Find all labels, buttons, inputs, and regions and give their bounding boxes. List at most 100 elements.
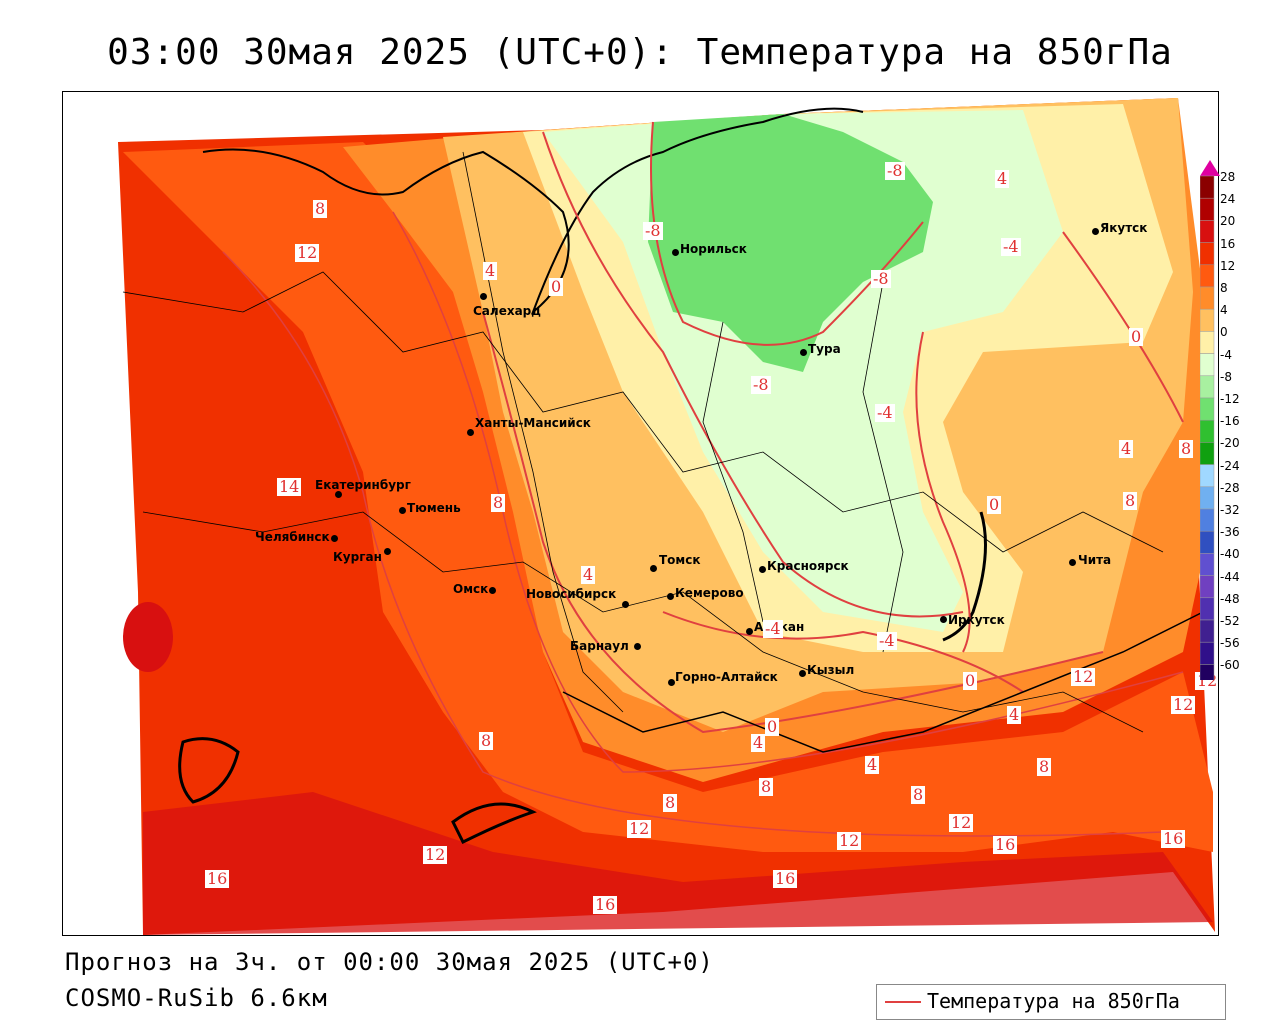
colorbar-swatch [1200,553,1215,576]
colorbar-tick-label: -44 [1220,569,1240,584]
map-title: 03:00 30мая 2025 (UTC+0): Температура на… [107,32,1173,73]
lake-baikal [942,511,987,642]
city-dot [384,548,391,555]
model-name: COSMO-RuSib 6.6км [65,984,328,1012]
colorbar-swatch [1200,619,1215,643]
arctic-coast [202,107,864,316]
isotherm-label: 0 [765,717,780,736]
city-label: Ханты-Мансийск [475,416,591,430]
isotherm-label: 8 [1179,439,1194,458]
colorbar: 28 24 20 16 12 8 4 0 -4 -8 -12 -16 -20 -24 -28 -32 -36 -4… [1200,160,1260,680]
city-label: Кемерово [675,586,744,600]
isotherm-line [915,331,971,653]
caspian-sea [178,737,240,804]
isotherm-label: 4 [1119,439,1134,458]
isotherm-label: 16 [593,895,618,914]
colorbar-tick-label: 8 [1220,281,1228,295]
isotherm-label: 12 [423,845,448,864]
isotherm-label: 4 [995,169,1010,188]
city-label: Норильск [680,242,747,256]
city-dot [1092,228,1099,235]
city-label: Курган [333,550,382,564]
colorbar-tick-label: 12 [1220,258,1236,273]
city-dot [331,535,338,542]
colorbar-swatch [1200,575,1215,599]
temperature-map[interactable]: Норильск Якутск Салехард Тура Ханты-Манс… [62,91,1219,936]
city-dot [759,566,766,573]
isotherm-label: 0 [549,277,564,296]
isotherm-label: 8 [491,493,506,512]
colorbar-tick-label: 16 [1220,236,1236,251]
colorbar-tick-label: 0 [1220,325,1228,340]
isotherm-label: 16 [205,869,230,888]
isotherm-label: 12 [837,831,862,850]
city-label: Салехард [473,304,541,318]
city-dot [467,429,474,436]
isotherm-label: -8 [643,221,663,240]
isotherm-label: 8 [911,785,926,804]
city-label: Красноярск [767,559,849,573]
isotherm-label: 12 [1071,667,1096,686]
city-label: Якутск [1100,221,1148,235]
isotherm-label: 8 [313,199,328,218]
colorbar-swatch [1200,397,1215,421]
zone-16-west [123,602,173,672]
isotherm-label: 0 [987,495,1002,514]
isotherm-line [482,311,1104,734]
city-dot [622,601,629,608]
colorbar-swatch [1200,264,1215,288]
city-label: Кызыл [807,663,855,677]
isotherm-label: 12 [627,819,652,838]
isotherm-label: 16 [993,835,1018,854]
city-label: Тура [808,342,841,356]
colorbar-swatch [1200,486,1215,510]
zone-16-south [143,792,1213,935]
isotherm-label: -8 [871,269,891,288]
map-canvas [118,98,1215,935]
colorbar-tick-label: -16 [1220,414,1240,429]
city-label: Челябинск [255,530,330,544]
border-line [702,321,764,623]
city-label: Барнаул [570,639,629,653]
isotherm-label: 8 [1037,757,1052,776]
isotherm-label: -4 [1001,237,1021,256]
isotherm-label: 16 [1161,829,1186,848]
city-dot [672,249,679,256]
colorbar-swatch [1200,375,1215,399]
border-line [862,281,904,653]
city-label: Новосибирск [526,587,617,601]
city-label: Чита [1078,553,1112,567]
isotherm-line [222,251,1164,837]
colorbar-swatch [1200,442,1215,465]
isotherm-label: 4 [581,565,596,584]
colorbar-tick-label: -48 [1220,591,1240,606]
zone-minus8 [648,114,933,372]
isotherm-label: 16 [773,869,798,888]
border-line [562,611,1204,753]
city-dot [746,628,753,635]
border-line [462,151,624,713]
colorbar-top-arrow [1200,160,1220,176]
isotherm-label: 0 [963,671,978,690]
city-dot [650,565,657,572]
isotherm-label: 4 [483,261,498,280]
city-label: Иркутск [948,613,1005,627]
colorbar-tick-label: 4 [1220,303,1228,318]
colorbar-tick-label: -32 [1220,503,1240,517]
isotherm-label: -4 [877,631,897,650]
legend-line-swatch [885,1001,921,1003]
city-dot [668,679,675,686]
colorbar-tick-label: -24 [1220,458,1240,473]
isotherm-label: 0 [1129,327,1144,346]
colorbar-swatch [1200,242,1215,266]
colorbar-swatch [1200,641,1215,665]
legend-label: Температура на 850гПа [927,989,1180,1013]
city-dot [335,491,342,498]
border-line [122,271,1164,553]
colorbar-swatch [1200,419,1215,443]
city-dot [940,616,947,623]
colorbar-tick-label: 20 [1220,214,1236,229]
colorbar-swatch [1200,197,1215,221]
colorbar-swatch [1200,175,1215,199]
isotherm-label: -8 [885,161,905,180]
